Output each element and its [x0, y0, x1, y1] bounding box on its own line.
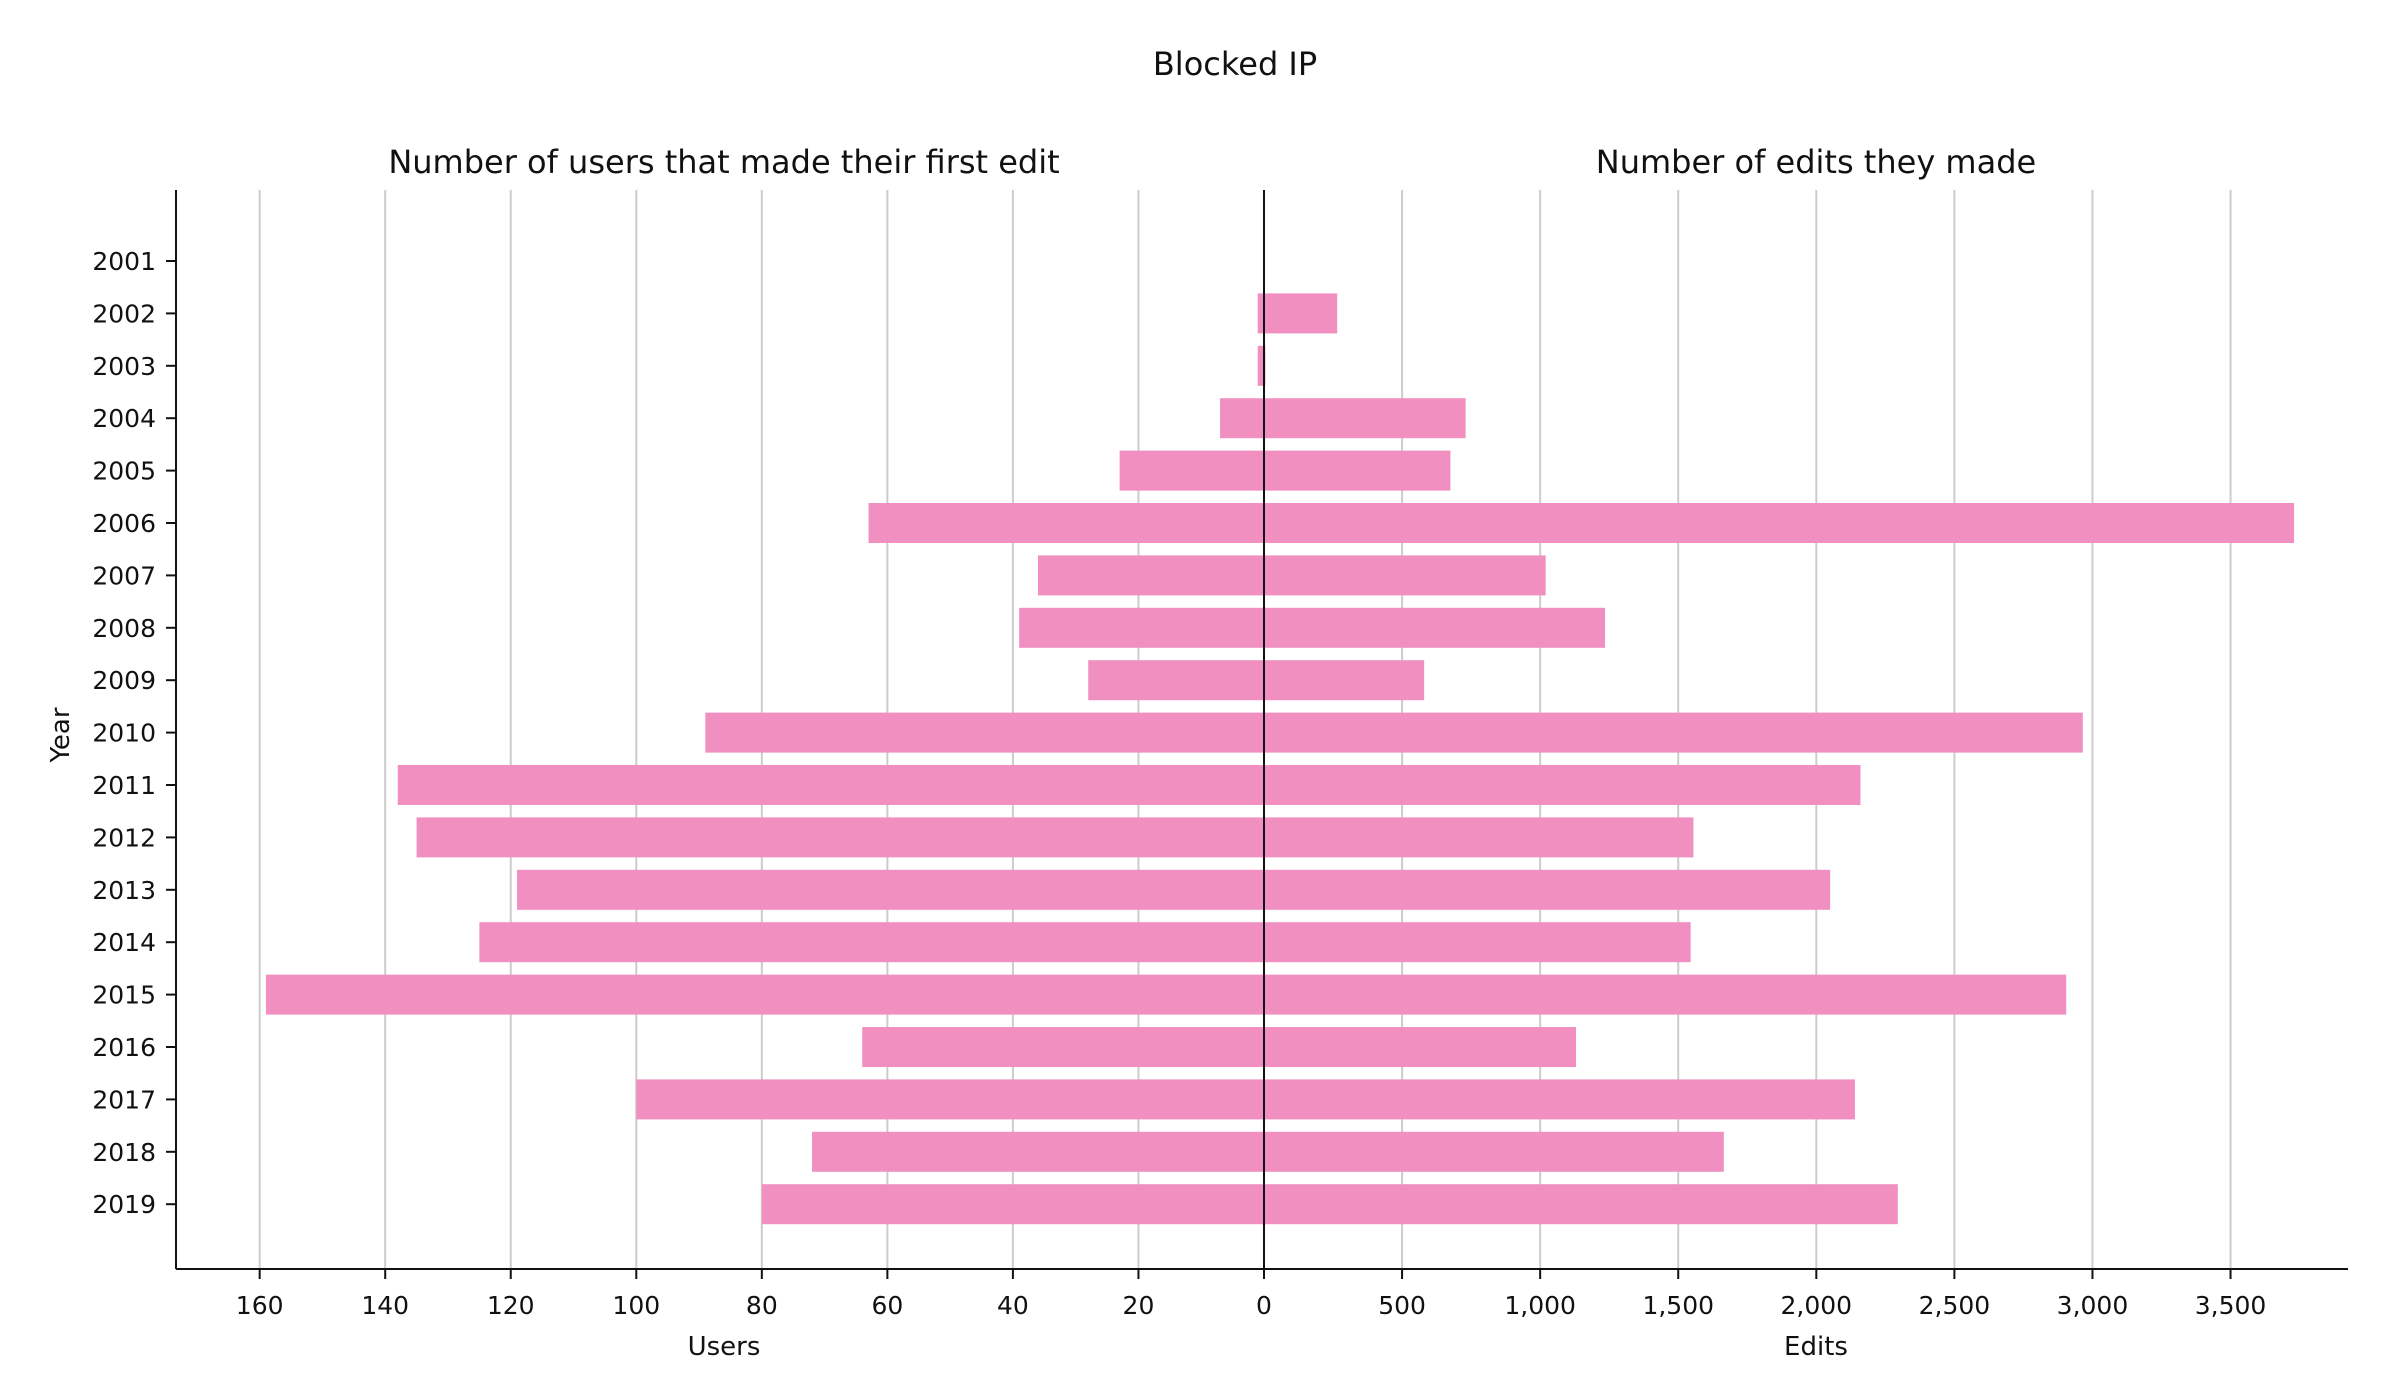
- y-tick-label: 2007: [92, 561, 156, 590]
- right-x-axis-label: Edits: [1784, 1332, 1848, 1362]
- bars: [265, 293, 2295, 1225]
- right-bar-2009: [1264, 660, 1425, 701]
- left-x-tick-label: 160: [236, 1291, 284, 1320]
- y-tick-label: 2001: [92, 247, 156, 276]
- left-bar-2018: [812, 1131, 1264, 1172]
- left-x-tick-label: 20: [1123, 1291, 1155, 1320]
- right-bar-2018: [1264, 1131, 1724, 1172]
- y-tick-label: 2003: [92, 352, 156, 381]
- left-panel-title: Number of users that made their first ed…: [388, 143, 1059, 181]
- y-tick-label: 2016: [92, 1033, 156, 1062]
- left-bar-2016: [862, 1027, 1264, 1067]
- y-tick-label: 2011: [92, 771, 156, 800]
- right-x-tick-label: 1,000: [1504, 1291, 1576, 1320]
- right-x-tick-label: 3,500: [2195, 1291, 2267, 1320]
- y-tick-label: 2004: [92, 404, 156, 433]
- left-bar-2013: [517, 869, 1264, 910]
- left-x-tick-label: 140: [361, 1291, 409, 1320]
- left-bar-2012: [416, 817, 1265, 858]
- right-x-tick-label: 2,000: [1781, 1291, 1853, 1320]
- left-bar-2017: [636, 1079, 1264, 1120]
- left-x-tick-label: 100: [612, 1291, 660, 1320]
- y-tick-label: 2018: [92, 1138, 156, 1167]
- right-x-tick-label: 3,000: [2057, 1291, 2129, 1320]
- left-x-tick-label: 40: [997, 1291, 1029, 1320]
- left-bar-2011: [397, 765, 1264, 805]
- right-x-tick-label: 1,500: [1642, 1291, 1714, 1320]
- right-bar-2008: [1264, 607, 1606, 648]
- left-bar-2014: [479, 922, 1264, 963]
- left-x-tick-label: 80: [746, 1291, 778, 1320]
- left-bar-2015: [265, 974, 1264, 1015]
- y-tick-label: 2005: [92, 457, 156, 486]
- y-tick-label: 2014: [92, 928, 156, 957]
- right-bar-2015: [1264, 974, 2067, 1015]
- left-bar-2010: [705, 712, 1264, 753]
- right-bar-2012: [1264, 817, 1694, 858]
- y-tick-label: 2009: [92, 666, 156, 695]
- left-x-tick-label: 0: [1256, 1291, 1272, 1320]
- left-bar-2006: [868, 503, 1264, 543]
- right-bar-2014: [1264, 922, 1691, 963]
- right-bar-2017: [1264, 1079, 1855, 1120]
- right-bar-2006: [1264, 503, 2295, 543]
- left-bar-2003: [1257, 345, 1264, 386]
- y-tick-label: 2002: [92, 299, 156, 328]
- y-tick-label: 2006: [92, 509, 156, 538]
- left-bar-2008: [1019, 607, 1264, 648]
- left-x-tick-label: 60: [871, 1291, 903, 1320]
- axes: [166, 190, 2348, 1279]
- chart-title: Blocked IP: [1153, 45, 1317, 83]
- left-x-axis-label: Users: [688, 1332, 761, 1362]
- y-axis-label: Year: [46, 707, 76, 763]
- y-tick-label: 2019: [92, 1190, 156, 1219]
- left-bar-2007: [1038, 555, 1264, 596]
- y-tick-label: 2013: [92, 876, 156, 905]
- tick-labels: 0 20 40 60 80 100 120 140 160 500 1,000 1,500 2,000 2…: [92, 247, 2266, 1320]
- right-bar-2011: [1264, 765, 1861, 805]
- y-tick-label: 2017: [92, 1085, 156, 1114]
- y-tick-label: 2010: [92, 719, 156, 748]
- right-bar-2005: [1264, 450, 1451, 491]
- right-bar-2010: [1264, 712, 2083, 753]
- left-x-tick-label: 120: [487, 1291, 535, 1320]
- left-bar-2005: [1119, 450, 1264, 491]
- left-bar-2009: [1088, 660, 1264, 701]
- right-bar-2002: [1264, 293, 1338, 334]
- left-bar-2004: [1220, 398, 1264, 439]
- right-bar-2004: [1264, 398, 1466, 439]
- right-bar-2013: [1264, 869, 1831, 910]
- right-bar-2016: [1264, 1027, 1577, 1067]
- right-x-tick-label: 2,500: [1919, 1291, 1991, 1320]
- left-bar-2002: [1257, 293, 1264, 334]
- left-bar-2019: [761, 1184, 1264, 1225]
- right-bar-2007: [1264, 555, 1546, 596]
- y-tick-label: 2015: [92, 981, 156, 1010]
- right-panel-title: Number of edits they made: [1596, 143, 2036, 181]
- right-bar-2019: [1264, 1184, 1898, 1225]
- y-tick-label: 2012: [92, 823, 156, 852]
- right-x-tick-label: 500: [1378, 1291, 1426, 1320]
- y-tick-label: 2008: [92, 614, 156, 643]
